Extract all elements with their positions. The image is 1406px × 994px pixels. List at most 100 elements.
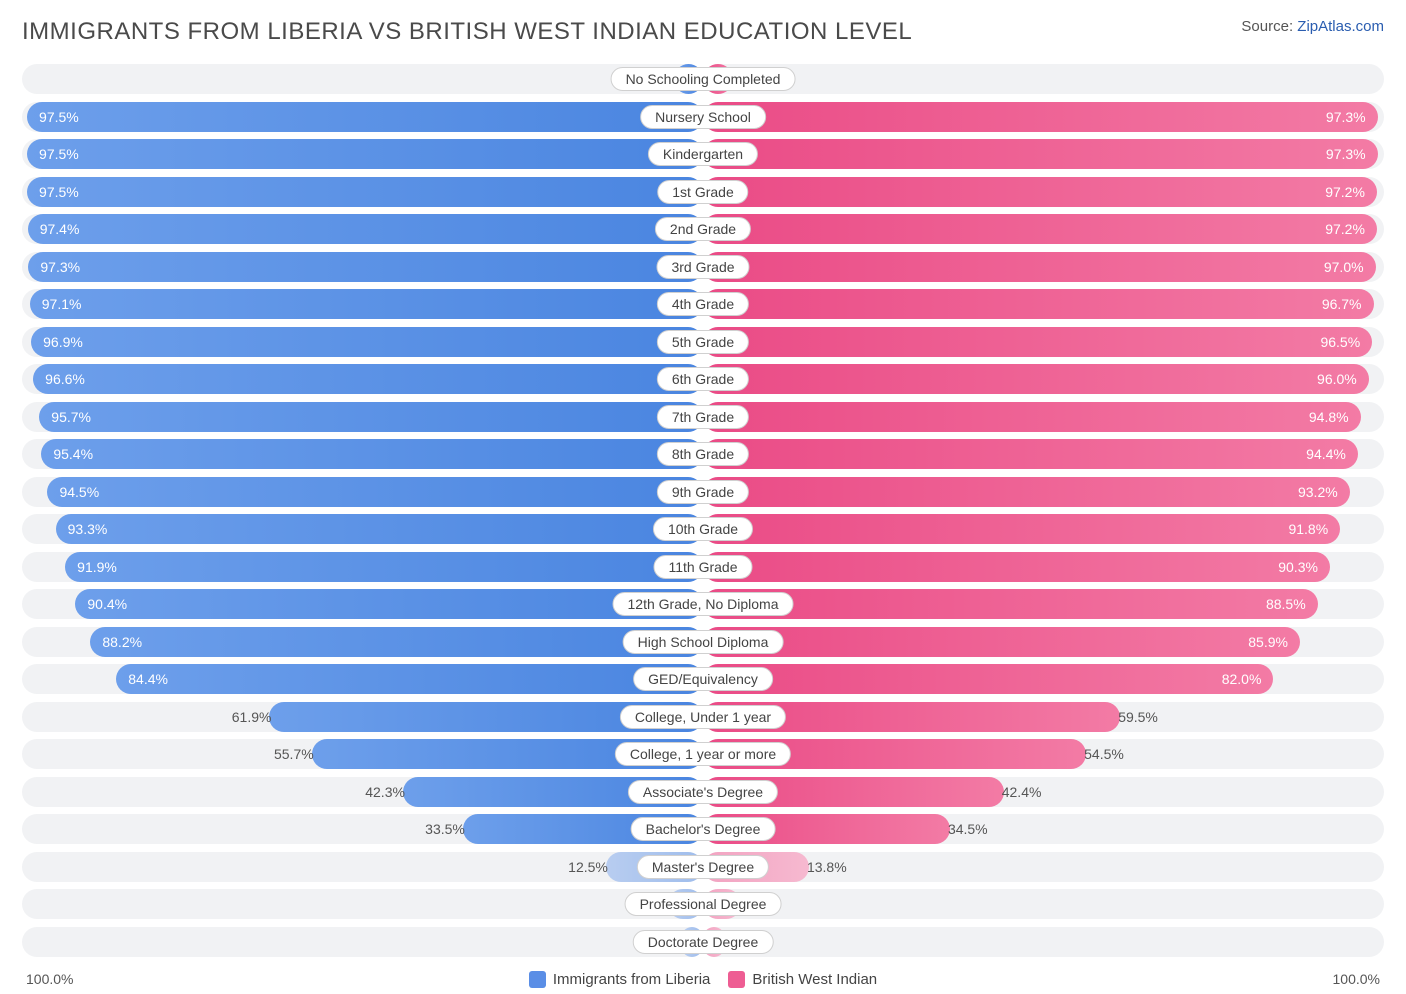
category-label: 2nd Grade	[655, 217, 751, 241]
bar-left: 96.6%	[33, 364, 703, 394]
bar-left: 90.4%	[75, 589, 703, 619]
bar-left: 93.3%	[56, 514, 703, 544]
bar-row: 90.4% 88.5% 12th Grade, No Diploma	[22, 589, 1384, 619]
category-label: College, Under 1 year	[620, 705, 786, 729]
bar-right: 96.7%	[703, 289, 1374, 319]
bar-row: 96.9%96.5%5th Grade	[22, 327, 1384, 357]
source-link[interactable]: ZipAtlas.com	[1297, 18, 1384, 35]
value-right: 97.3%	[1326, 146, 1366, 162]
value-left: 90.4%	[87, 596, 127, 612]
bar-row: 91.9%90.3%11th Grade	[22, 552, 1384, 582]
value-left: 95.4%	[53, 446, 93, 462]
value-right: 97.2%	[1325, 184, 1365, 200]
legend: Immigrants from Liberia British West Ind…	[529, 971, 877, 988]
legend-row: 100.0% 100.0% Immigrants from Liberia Br…	[22, 964, 1384, 994]
value-left: 12.5%	[568, 852, 618, 882]
bar-row: 96.6%96.0%6th Grade	[22, 364, 1384, 394]
bar-left: 95.4%	[41, 439, 703, 469]
value-left: 88.2%	[102, 634, 142, 650]
category-label: High School Diploma	[623, 630, 784, 654]
legend-item-left: Immigrants from Liberia	[529, 971, 711, 988]
value-right: 93.2%	[1298, 484, 1338, 500]
source-attribution: Source: ZipAtlas.com	[1241, 18, 1384, 35]
value-right: 34.5%	[938, 814, 988, 844]
track-right	[703, 927, 1384, 957]
bar-row: 84.4% 82.0% GED/Equivalency	[22, 664, 1384, 694]
value-left: 97.1%	[42, 296, 82, 312]
value-left: 33.5%	[425, 814, 475, 844]
category-label: 12th Grade, No Diploma	[613, 592, 794, 616]
track-left	[22, 64, 703, 94]
legend-label-right: British West Indian	[752, 971, 877, 988]
value-right: 59.5%	[1108, 702, 1158, 732]
bar-right: 82.0%	[703, 664, 1273, 694]
bar-right: 97.3%	[703, 102, 1378, 132]
value-right: 96.5%	[1320, 334, 1360, 350]
legend-swatch-left	[529, 971, 546, 988]
value-right: 94.4%	[1306, 446, 1346, 462]
bar-row: 12.5%13.8%Master's Degree	[22, 852, 1384, 882]
track-right	[703, 889, 1384, 919]
track-left	[22, 927, 703, 957]
value-left: 97.3%	[40, 259, 80, 275]
axis-max-right: 100.0%	[1333, 971, 1380, 987]
bar-right: 96.0%	[703, 364, 1369, 394]
header: IMMIGRANTS FROM LIBERIA VS BRITISH WEST …	[22, 18, 1384, 46]
category-label: Kindergarten	[648, 142, 758, 166]
legend-item-right: British West Indian	[728, 971, 877, 988]
value-right: 97.3%	[1326, 109, 1366, 125]
bar-row: 3.4%3.8%Professional Degree	[22, 889, 1384, 919]
bar-left: 94.5%	[47, 477, 703, 507]
value-right: 88.5%	[1266, 596, 1306, 612]
value-left: 96.9%	[43, 334, 83, 350]
value-left: 97.4%	[40, 221, 80, 237]
bar-row: 33.5% 34.5% Bachelor's Degree	[22, 814, 1384, 844]
bar-row: 97.5% 97.3% Kindergarten	[22, 139, 1384, 169]
category-label: 11th Grade	[653, 555, 752, 579]
value-left: 55.7%	[274, 739, 324, 769]
legend-label-left: Immigrants from Liberia	[553, 971, 711, 988]
bar-right: 97.2%	[703, 214, 1377, 244]
category-label: Bachelor's Degree	[631, 817, 776, 841]
bar-row: 95.4%94.4%8th Grade	[22, 439, 1384, 469]
category-label: 9th Grade	[657, 480, 749, 504]
bar-left: 97.3%	[28, 252, 703, 282]
value-left: 97.5%	[39, 184, 79, 200]
value-right: 42.4%	[992, 777, 1042, 807]
bar-left: 97.1%	[30, 289, 703, 319]
value-left: 95.7%	[51, 409, 91, 425]
source-label: Source:	[1241, 18, 1293, 35]
value-right: 91.8%	[1288, 521, 1328, 537]
bar-right: 94.4%	[703, 439, 1358, 469]
bar-row: 55.7%54.5%College, 1 year or more	[22, 739, 1384, 769]
category-label: 7th Grade	[657, 405, 749, 429]
page-title: IMMIGRANTS FROM LIBERIA VS BRITISH WEST …	[22, 18, 912, 46]
value-right: 97.2%	[1325, 221, 1365, 237]
bar-row: 61.9% 59.5% College, Under 1 year	[22, 702, 1384, 732]
bar-row: 94.5% 93.2% 9th Grade	[22, 477, 1384, 507]
category-label: Nursery School	[640, 105, 766, 129]
bar-right: 96.5%	[703, 327, 1372, 357]
bar-right: 90.3%	[703, 552, 1330, 582]
bar-left: 97.5%	[27, 139, 703, 169]
value-left: 61.9%	[232, 702, 282, 732]
bar-right: 91.8%	[703, 514, 1340, 544]
bar-left: 97.5%	[27, 102, 703, 132]
value-right: 97.0%	[1324, 259, 1364, 275]
bar-left: 84.4%	[116, 664, 703, 694]
bar-row: 2.5%2.7%No Schooling Completed	[22, 64, 1384, 94]
bar-row: 97.5% 97.3% Nursery School	[22, 102, 1384, 132]
value-right: 82.0%	[1222, 671, 1262, 687]
bar-row: 95.7%94.8%7th Grade	[22, 402, 1384, 432]
category-label: 4th Grade	[657, 292, 749, 316]
bar-right: 93.2%	[703, 477, 1350, 507]
bar-left: 91.9%	[65, 552, 703, 582]
category-label: 3rd Grade	[656, 255, 749, 279]
value-left: 97.5%	[39, 109, 79, 125]
category-label: Master's Degree	[637, 855, 769, 879]
legend-swatch-right	[728, 971, 745, 988]
category-label: GED/Equivalency	[633, 667, 773, 691]
bar-right: 97.3%	[703, 139, 1378, 169]
diverging-bar-chart: 2.5%2.7%No Schooling Completed 97.5% 97.3%…	[22, 64, 1384, 957]
value-left: 97.5%	[39, 146, 79, 162]
